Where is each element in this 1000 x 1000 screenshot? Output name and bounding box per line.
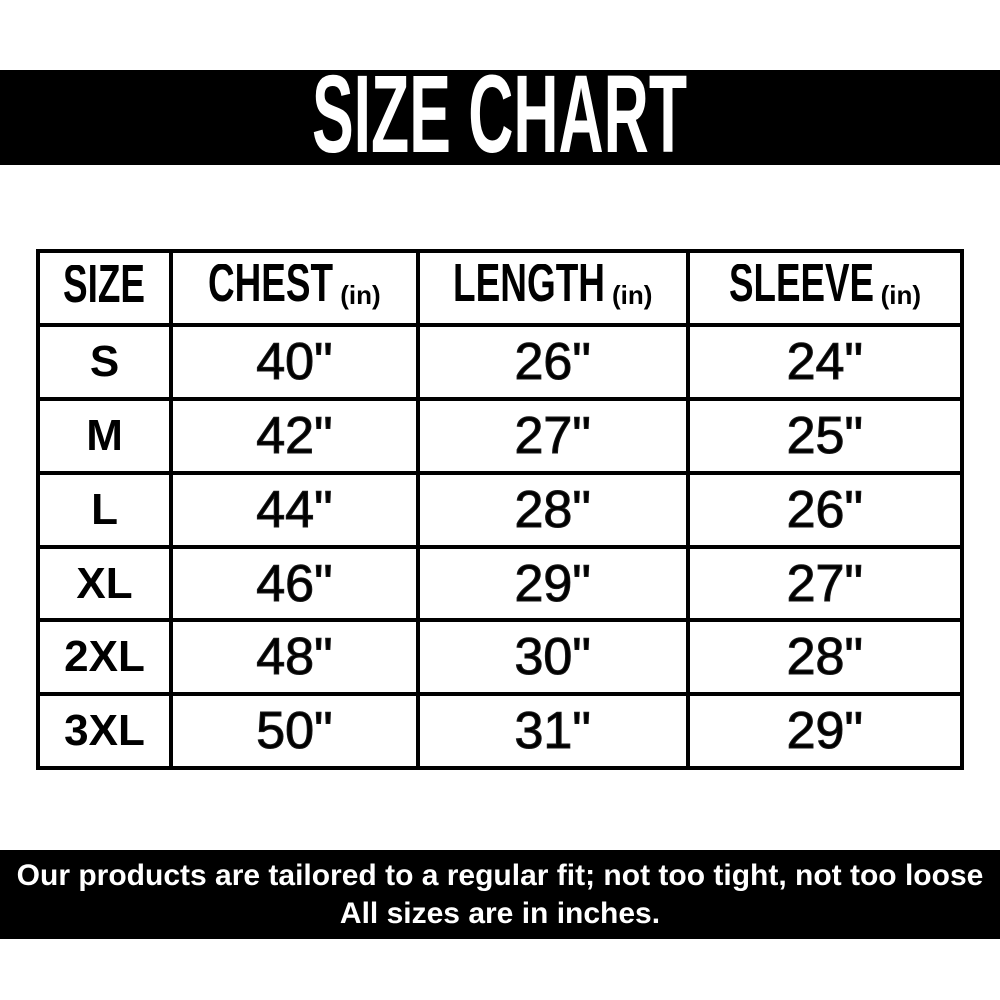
svg-text:CHEST: CHEST [208, 264, 333, 304]
svg-text:SIZE CHART: SIZE CHART [312, 68, 687, 168]
svg-text:SLEEVE: SLEEVE [729, 264, 874, 304]
svg-text:LENGTH: LENGTH [453, 264, 605, 304]
svg-text:SIZE: SIZE [63, 265, 145, 305]
